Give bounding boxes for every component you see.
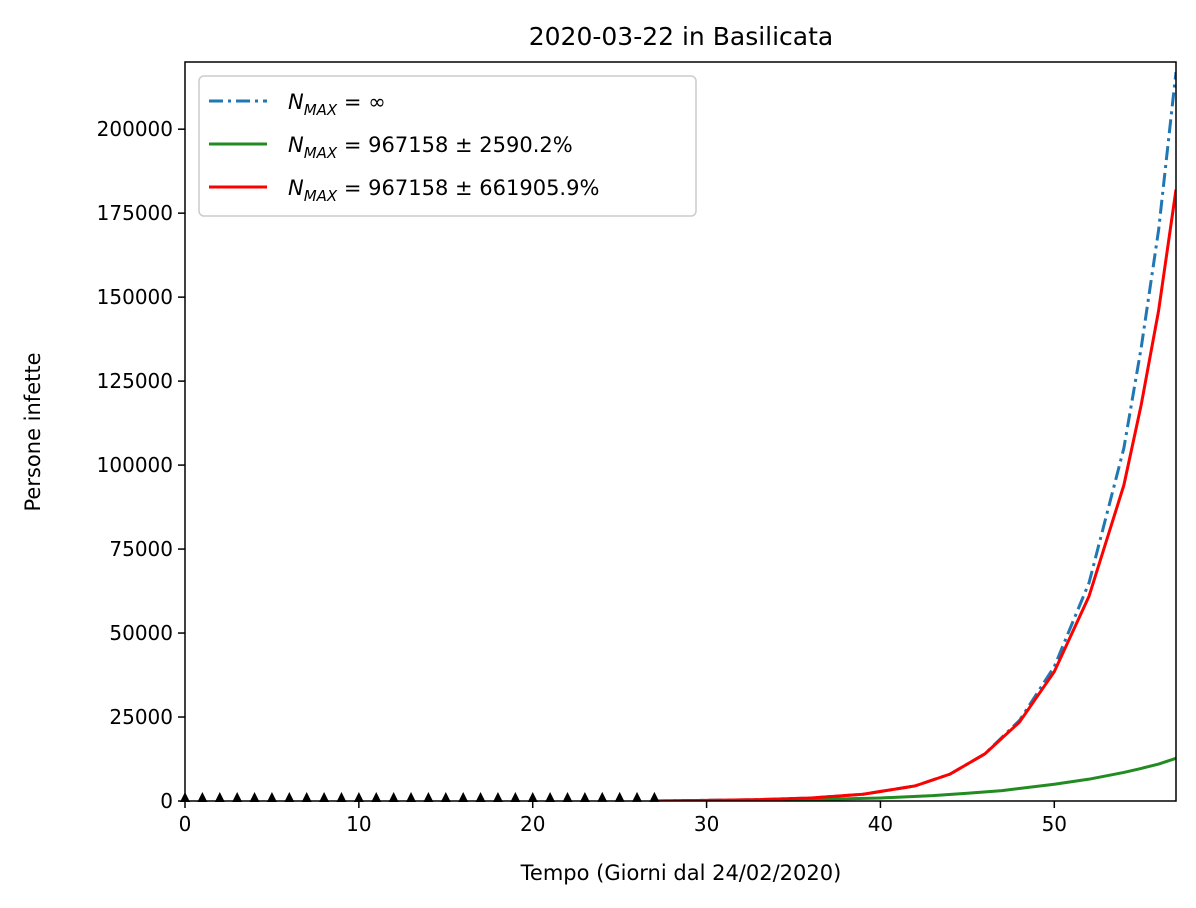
data-point-marker bbox=[319, 792, 330, 802]
data-point-marker bbox=[440, 792, 451, 802]
data-point-marker bbox=[197, 792, 208, 802]
y-axis-label: Persone infette bbox=[21, 352, 45, 511]
x-tick-label: 20 bbox=[520, 812, 545, 836]
data-point-marker bbox=[562, 791, 573, 802]
data-point-marker bbox=[510, 791, 521, 802]
data-point-marker bbox=[371, 792, 382, 802]
y-tick-label: 0 bbox=[160, 789, 173, 813]
data-point-marker bbox=[632, 791, 643, 802]
legend-box bbox=[198, 75, 697, 217]
data-point-marker bbox=[475, 791, 486, 802]
data-point-marker bbox=[649, 791, 660, 802]
x-tick-label: 50 bbox=[1042, 812, 1067, 836]
data-point-marker bbox=[423, 792, 434, 802]
series-line bbox=[654, 189, 1176, 801]
data-point-marker bbox=[284, 792, 295, 802]
marker-layer bbox=[180, 791, 660, 802]
data-point-marker bbox=[214, 792, 225, 802]
data-point-marker bbox=[614, 791, 625, 802]
data-point-marker bbox=[301, 792, 312, 802]
chart-title: 2020-03-22 in Basilicata bbox=[529, 22, 834, 51]
data-point-marker bbox=[597, 791, 608, 802]
y-tick-label: 100000 bbox=[97, 453, 173, 477]
x-tick-label: 40 bbox=[868, 812, 893, 836]
data-point-marker bbox=[406, 792, 417, 802]
data-point-marker bbox=[458, 791, 469, 802]
legend-label: NMAX = ∞ bbox=[288, 90, 386, 119]
plot-frame bbox=[184, 61, 1177, 802]
x-tick-label: 0 bbox=[179, 812, 192, 836]
data-point-marker bbox=[492, 791, 503, 802]
y-tick-label: 150000 bbox=[97, 285, 173, 309]
data-point-marker bbox=[249, 792, 260, 802]
data-point-marker bbox=[388, 792, 399, 802]
y-tick-label: 25000 bbox=[109, 705, 173, 729]
x-tick-label: 30 bbox=[694, 812, 719, 836]
legend-label: NMAX = 967158 ± 2590.2% bbox=[288, 133, 573, 162]
x-tick-label: 10 bbox=[346, 812, 371, 836]
legend: NMAX = ∞ NMAX = 967158 ± 2590.2% NMAX = 96… bbox=[198, 75, 697, 217]
data-point-marker bbox=[527, 791, 538, 802]
x-axis-label: Tempo (Giorni dal 24/02/2020) bbox=[520, 861, 842, 885]
data-point-marker bbox=[579, 791, 590, 802]
legend-label: NMAX = 967158 ± 661905.9% bbox=[288, 176, 599, 205]
data-point-marker bbox=[232, 792, 243, 802]
x-axis: 0 10 20 30 40 50 bbox=[179, 801, 1067, 836]
y-axis: 0 25000 50000 75000 100000 125000 150000 175000… bbox=[97, 117, 185, 813]
data-point-marker bbox=[336, 792, 347, 802]
data-point-marker bbox=[266, 792, 277, 802]
y-tick-label: 175000 bbox=[97, 201, 173, 225]
y-tick-label: 75000 bbox=[109, 537, 173, 561]
data-point-marker bbox=[545, 791, 556, 802]
y-tick-label: 125000 bbox=[97, 369, 173, 393]
data-point-marker bbox=[353, 792, 364, 802]
series-layer bbox=[654, 71, 1176, 801]
y-tick-label: 200000 bbox=[97, 117, 173, 141]
y-tick-label: 50000 bbox=[109, 621, 173, 645]
